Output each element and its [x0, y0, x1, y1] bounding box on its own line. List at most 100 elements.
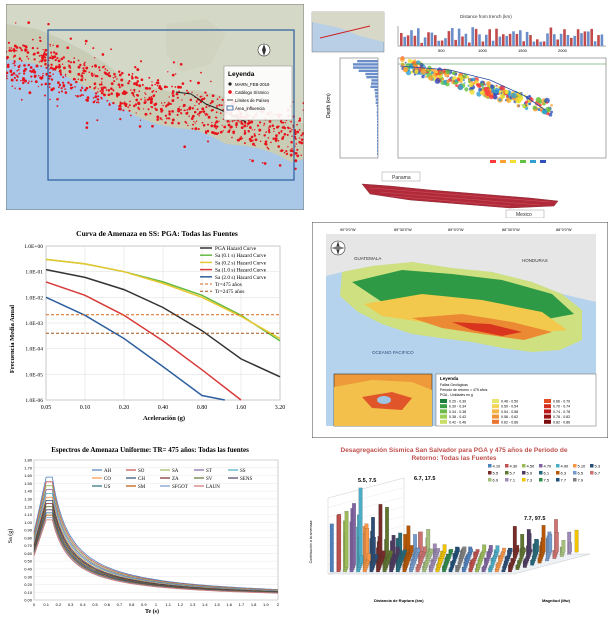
deagg-legend-swatch [488, 478, 492, 482]
quake-point [171, 99, 175, 103]
uhs-y-tick: 1.60 [24, 473, 33, 478]
deagg-bar [409, 545, 414, 553]
quake-point [74, 95, 77, 97]
deagg-bar [403, 549, 407, 553]
deagg-chart: Desagregación Sísmica San Salvador para … [294, 442, 610, 618]
quake-point [67, 81, 70, 85]
bin-label: 0.66 - 0.70 [553, 400, 570, 404]
quake-point [51, 56, 54, 60]
uhs-legend-label: SENS [240, 477, 252, 482]
quake-point [298, 129, 301, 131]
quake-point [205, 106, 208, 109]
quake-point [193, 110, 197, 114]
bin-label: 0.78 - 0.82 [553, 415, 570, 419]
bin-label: 0.74 - 0.78 [553, 410, 570, 414]
hist-bar [420, 42, 423, 46]
quake-point [130, 89, 132, 91]
deagg-bar [394, 556, 398, 559]
quake-point [148, 97, 151, 101]
depth-hist-bar [352, 63, 378, 66]
annotation-2: 6.7, 17.5 [414, 476, 435, 482]
quake-point [56, 105, 59, 107]
depth-hist-bar [376, 108, 378, 111]
quake-point [123, 92, 127, 96]
deagg-legend-label: 4.70 [544, 463, 553, 468]
hazard-legend-label: Tr=475 años [215, 282, 242, 288]
quake-point [144, 113, 147, 116]
quake-point [58, 65, 62, 69]
hazard-x-tick: 0.20 [119, 405, 130, 411]
quake-point [6, 77, 8, 80]
quake-point [195, 100, 198, 102]
quake-point [49, 98, 51, 101]
quake-point [210, 124, 214, 128]
deagg-bar [359, 555, 364, 564]
quake-point [43, 94, 47, 97]
deagg-legend-swatch [505, 478, 509, 482]
quake-point [204, 131, 208, 134]
uhs-x-tick: 1.2 [178, 602, 184, 607]
hypocenter-point [451, 77, 455, 81]
quake-point [138, 125, 142, 128]
quake-point [215, 125, 219, 128]
quake-point [151, 90, 154, 93]
distance-ticks: 500 1000 1500 2000 [438, 48, 568, 53]
quake-point [198, 112, 201, 115]
quake-point [277, 145, 281, 148]
quake-point [121, 78, 123, 80]
quake-point [241, 122, 244, 125]
quake-point [268, 128, 271, 131]
quake-point [83, 64, 86, 67]
deagg-legend-swatch [488, 471, 492, 475]
bin-label: 0.42 - 0.46 [449, 420, 466, 424]
quake-point [96, 119, 99, 122]
quake-point [150, 95, 153, 98]
quake-point [6, 71, 9, 75]
quake-point [176, 96, 179, 99]
map-el-salvador-svg: GUATEMALA HONDURAS OCEANO PACIFICO 90°0'… [312, 222, 608, 438]
deagg-bar [422, 546, 427, 553]
quake-point [301, 132, 304, 135]
quake-point [156, 84, 159, 87]
deagg-legend-swatch [522, 464, 526, 468]
quake-point [186, 109, 189, 111]
deagg-bar [574, 529, 579, 553]
uhs-y-tick: 0.70 [24, 543, 33, 548]
quake-point [10, 69, 13, 72]
quake-point [62, 56, 65, 59]
quake-point [31, 46, 35, 50]
quake-point [15, 79, 18, 82]
deagg-legend-label: 4.30 [510, 463, 519, 468]
hist-bar [532, 41, 536, 46]
hazard-series-2 [45, 258, 281, 340]
hist-bar [471, 27, 474, 46]
quake-point [101, 81, 103, 83]
quake-point [287, 146, 289, 148]
bin-label: 0.58 - 0.62 [501, 415, 518, 419]
quake-point [254, 138, 258, 142]
quake-point [192, 123, 195, 126]
quake-point [94, 92, 98, 95]
quake-point [302, 109, 304, 111]
uhs-x-tick: 0.5 [92, 602, 98, 607]
quake-point [243, 129, 246, 132]
depth-hist-bar [374, 88, 378, 92]
hazard-x-label: Aceleración (g) [143, 415, 185, 422]
deagg-legend-label: 7.5 [544, 477, 550, 482]
quake-point [14, 87, 16, 89]
quake-point [77, 72, 81, 76]
quake-point [289, 127, 291, 129]
quake-point [118, 70, 121, 73]
quake-point [144, 99, 146, 101]
quake-point [16, 69, 19, 72]
quake-point [100, 88, 104, 91]
quake-point [23, 44, 26, 48]
quake-point [59, 71, 62, 74]
deagg-legend-label: 5.5 [493, 470, 499, 475]
quake-point [49, 71, 51, 74]
depth-hist-bar [377, 146, 378, 149]
bin-swatch [544, 404, 551, 409]
hypocenter-point [540, 109, 542, 112]
depth-hist-bar [370, 82, 378, 85]
uhs-legend-label: ZA [172, 477, 179, 482]
